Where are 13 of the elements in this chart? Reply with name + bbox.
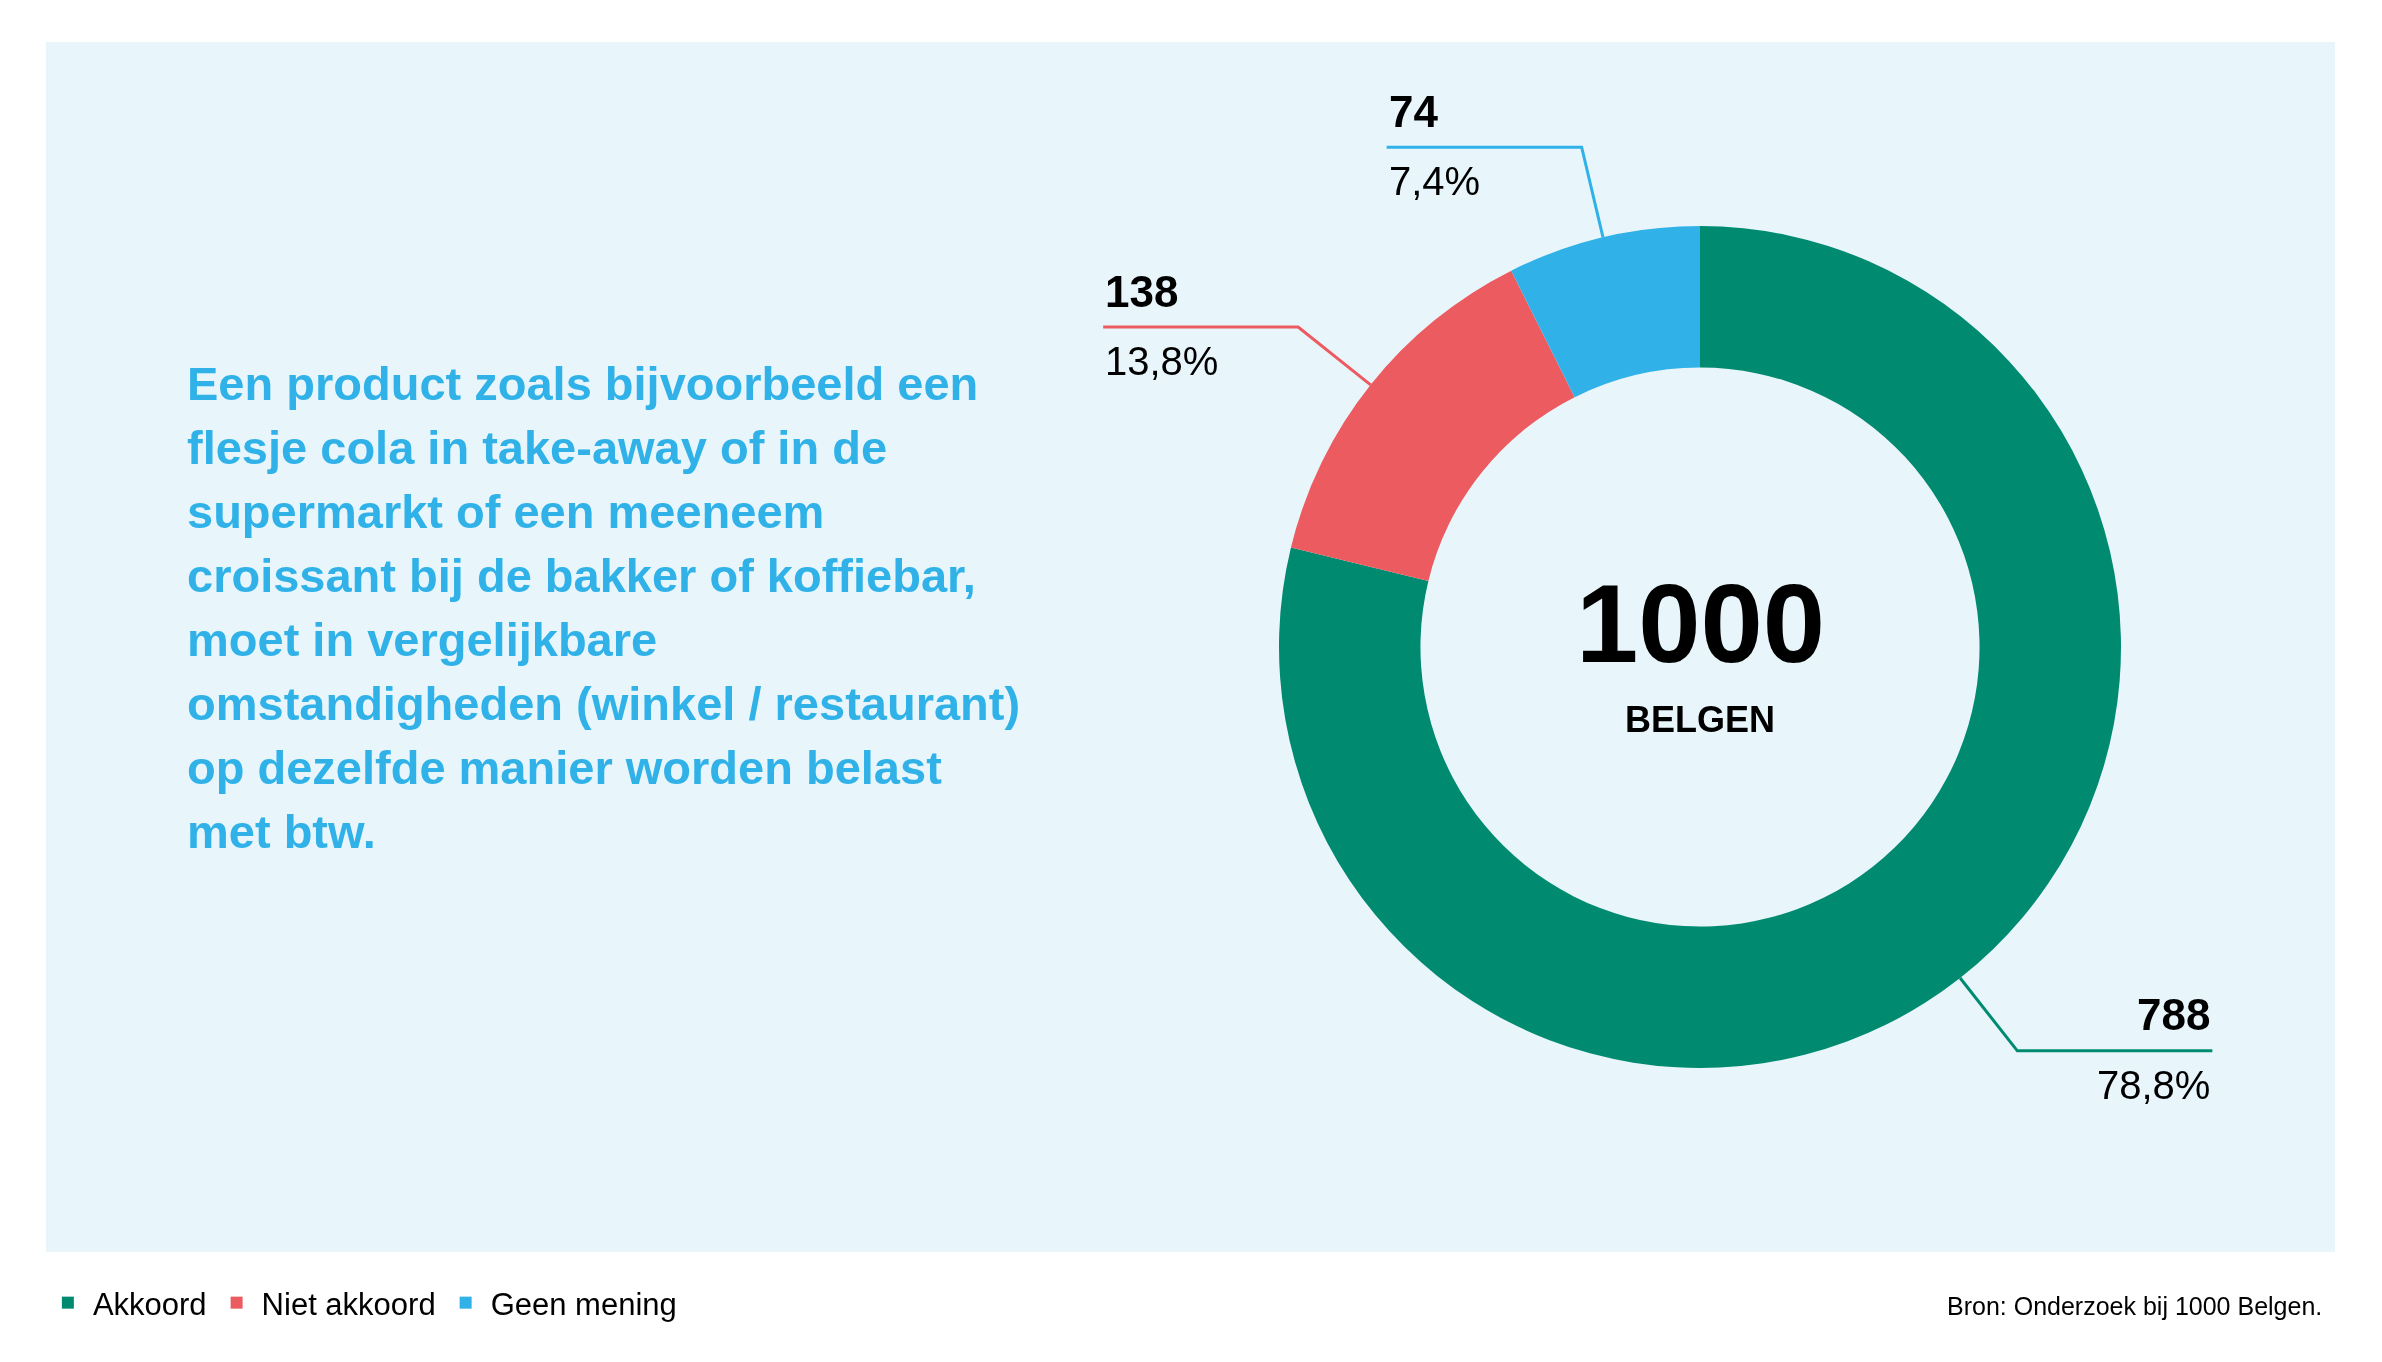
text: Bron: Onderzoek bij 1000 Belgen. — [1947, 1292, 2323, 1320]
legend-label: Akkoord — [92, 1286, 207, 1322]
legend-label: Geen mening — [490, 1286, 677, 1322]
legend-label: Niet akkoord — [261, 1286, 436, 1322]
donut-slice — [1290, 270, 1575, 581]
donut-slice — [1511, 226, 1700, 398]
data-label: 788 78,8% — [2097, 990, 2211, 1107]
text: Een product zoals bijvoorbeeld een flesje cola in take-away of in de supermarkt of een meeneem croissant bij de bakker of koffiebar, moet in vergelijkbare omstandigheden (winkel / restaurant) op dezelfde manier worden belast met btw. — [187, 356, 1022, 860]
donut-slice — [1279, 226, 2121, 1068]
text: 1000 — [1576, 561, 1826, 686]
data-label: 74 7,4% — [1389, 87, 1481, 203]
text: BELGEN — [1625, 699, 1776, 740]
data-label: 138 13,8% — [1105, 267, 1219, 383]
